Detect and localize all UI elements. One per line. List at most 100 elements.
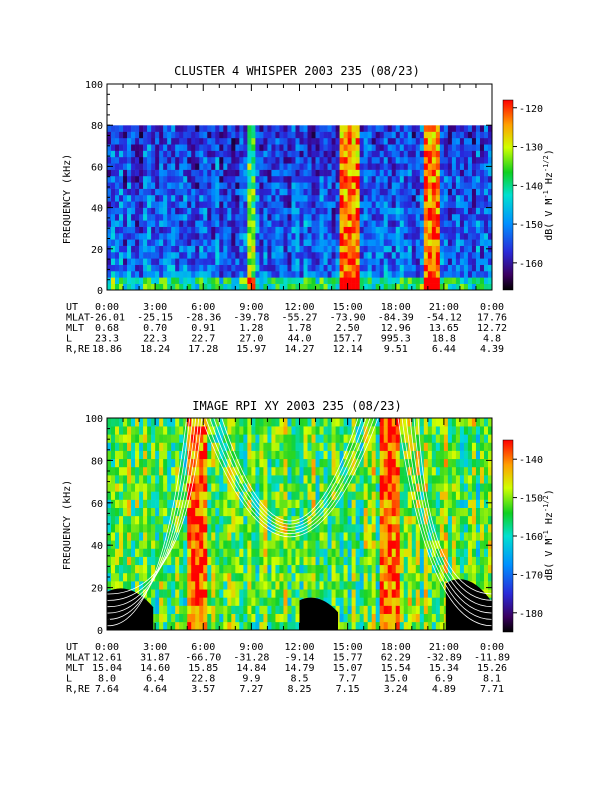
ephemeris-cell: 8.25: [287, 684, 311, 695]
ephemeris-cell: 9:00: [239, 302, 263, 313]
ephemeris-row-label: UT: [66, 642, 78, 653]
ephemeris-cell: 23.3: [95, 334, 119, 345]
ephemeris-cell: 4.64: [143, 684, 167, 695]
y-tick-label: 60: [91, 499, 103, 510]
colorbar-ticks: -120 -130 -140 -150 -160: [513, 104, 543, 270]
y-tick-label: 20: [91, 584, 103, 595]
ephemeris-cell: 3.24: [384, 684, 408, 695]
ephemeris-cell: -73.90: [330, 313, 366, 324]
ephemeris-cell: 7.64: [95, 684, 119, 695]
spectrogram: [106, 417, 493, 631]
y-tick-label: 0: [97, 626, 103, 637]
ephemeris-cell: 15.97: [236, 344, 266, 355]
ephemeris-cell: 995.3: [381, 334, 411, 345]
ephemeris-cell: 3:00: [143, 302, 167, 313]
ephemeris-cell: -32.89: [426, 653, 462, 664]
chart-title: IMAGE RPI XY 2003 235 (08/23): [192, 399, 402, 413]
colorbar-label: dB( V M-1 Hz-1/2): [542, 149, 555, 241]
ephemeris-cell: -26.01: [89, 313, 125, 324]
ephemeris-row-label: MLAT: [66, 313, 90, 324]
y-tick-label: 20: [91, 245, 103, 256]
ephemeris-cell: 14.84: [236, 663, 266, 674]
colorbar-tick-label: -120: [519, 104, 543, 115]
y-tick-label: 40: [91, 204, 103, 215]
ephemeris-cell: 9.9: [242, 674, 260, 685]
ephemeris-cell: -25.15: [137, 313, 173, 324]
y-tick-label: 100: [85, 414, 103, 425]
ephemeris-cell: 6.9: [435, 674, 453, 685]
panel-image: IMAGE RPI XY 2003 235 (08/23) FREQUENCY …: [62, 399, 555, 695]
y-tick-label: 0: [97, 286, 103, 297]
colorbar: [502, 439, 514, 633]
ephemeris-cell: 18.86: [92, 344, 122, 355]
ephemeris-cell: 1.28: [239, 323, 263, 334]
ephemeris-cell: 0.70: [143, 323, 167, 334]
ephemeris-cell: 6.44: [432, 344, 456, 355]
ephemeris-cell: 12.72: [477, 323, 507, 334]
ephemeris-cell: 31.87: [140, 653, 170, 664]
ephemeris-cell: 21:00: [429, 302, 459, 313]
ephemeris-cell: -84.39: [378, 313, 414, 324]
ephemeris-cell: 2.50: [336, 323, 360, 334]
ephemeris-cell: 9:00: [239, 642, 263, 653]
y-tick-label: 80: [91, 121, 103, 132]
ephemeris-cell: 15.77: [333, 653, 363, 664]
ephemeris-cell: -28.36: [185, 313, 221, 324]
colorbar-tick-label: -140: [519, 455, 543, 466]
colorbar-tick-label: -150: [519, 494, 543, 505]
y-tick-label: 100: [85, 80, 103, 91]
ephemeris-cell: 15:00: [333, 642, 363, 653]
ephemeris-cell: 15.0: [384, 674, 408, 685]
ephemeris-cell: 7.15: [336, 684, 360, 695]
ephemeris-row-label: L: [66, 674, 72, 685]
ephemeris-cell: 3:00: [143, 642, 167, 653]
y-tick-label: 40: [91, 541, 103, 552]
ephemeris-row-label: R,RE: [66, 684, 90, 695]
ephemeris-cell: 4.89: [432, 684, 456, 695]
ephemeris-cell: 4.39: [480, 344, 504, 355]
ephemeris-cell: 13.65: [429, 323, 459, 334]
ephemeris-cell: 15.07: [333, 663, 363, 674]
ephemeris-cell: 62.29: [381, 653, 411, 664]
ephemeris-cell: 12.14: [333, 344, 363, 355]
ephemeris-cell: 17.76: [477, 313, 507, 324]
ephemeris-cell: -54.12: [426, 313, 462, 324]
ephemeris-cell: 12.61: [92, 653, 122, 664]
ephemeris-cell: 3.57: [191, 684, 215, 695]
ephemeris-cell: -39.78: [233, 313, 269, 324]
ephemeris-cell: 12.96: [381, 323, 411, 334]
colorbar-tick-label: -180: [519, 609, 543, 620]
y-axis-label: FREQUENCY (kHz): [62, 154, 73, 244]
ephemeris-cell: 44.0: [287, 334, 311, 345]
ephemeris-cell: 8.5: [290, 674, 308, 685]
ephemeris-cell: 17.28: [188, 344, 218, 355]
colorbar-tick-label: -150: [519, 220, 543, 231]
ephemeris-row-label: UT: [66, 302, 78, 313]
ephemeris-cell: 4.8: [483, 334, 501, 345]
ephemeris-cell: 21:00: [429, 642, 459, 653]
ephemeris-cell: 6:00: [191, 642, 215, 653]
colorbar-tick-label: -170: [519, 570, 543, 581]
axes: 0 20 40 60 80 100: [85, 414, 493, 637]
colorbar-tick-label: -160: [519, 532, 543, 543]
ephemeris-cell: 0.91: [191, 323, 215, 334]
ephemeris-cell: 27.0: [239, 334, 263, 345]
ephemeris-cell: 18.8: [432, 334, 456, 345]
ephemeris-cell: 22.7: [191, 334, 215, 345]
ephemeris-cell: 22.3: [143, 334, 167, 345]
colorbar-ticks: -140 -150 -160 -170 -180: [513, 455, 543, 620]
ephemeris-cell: 15.85: [188, 663, 218, 674]
colorbar-tick-label: -130: [519, 143, 543, 154]
ephemeris-table: UT 0:00 3:00 6:00 9:00 12:00 15:00 18:00 21:00 0:…: [66, 642, 510, 695]
ephemeris-cell: 6:00: [191, 302, 215, 313]
ephemeris-cell: 0:00: [95, 302, 119, 313]
ephemeris-cell: 12:00: [284, 642, 314, 653]
y-tick-label: 60: [91, 162, 103, 173]
ephemeris-cell: 7.71: [480, 684, 504, 695]
ephemeris-cell: 14.27: [284, 344, 314, 355]
ephemeris-cell: 15.04: [92, 663, 122, 674]
ephemeris-cell: 15.26: [477, 663, 507, 674]
y-tick-label: 80: [91, 456, 103, 467]
ephemeris-cell: 8.0: [98, 674, 116, 685]
ephemeris-cell: -11.89: [474, 653, 510, 664]
